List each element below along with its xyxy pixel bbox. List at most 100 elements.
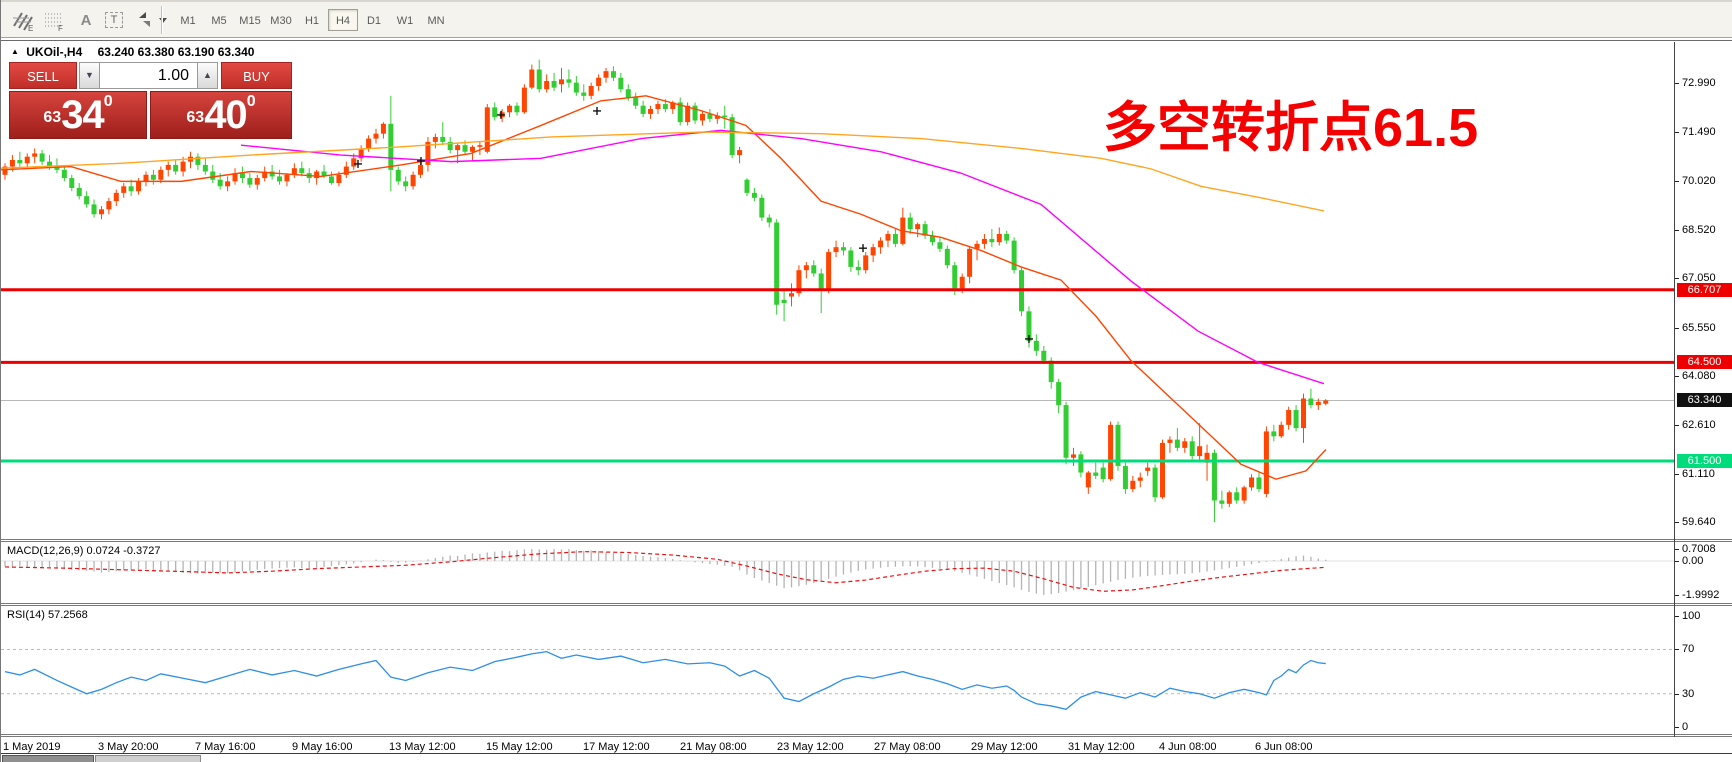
font-icon[interactable]: A xyxy=(73,8,99,32)
chart-window: ▲ UKOil-,H4 63.240 63.380 63.190 63.340 … xyxy=(1,40,1732,762)
panel-separator[interactable] xyxy=(1,539,1732,542)
time-label: 3 May 20:00 xyxy=(98,741,159,753)
time-label: 9 May 16:00 xyxy=(292,741,353,753)
time-label: 13 May 12:00 xyxy=(389,741,456,753)
buy-price-box[interactable]: 63400 xyxy=(150,91,292,139)
rsi-tick xyxy=(1675,616,1679,618)
ohlc-values: 63.240 63.380 63.190 63.340 xyxy=(97,45,255,59)
time-label: 27 May 08:00 xyxy=(874,741,941,753)
font-icon-glyph: A xyxy=(80,11,92,29)
price-tick-label: 71.490 xyxy=(1682,126,1716,139)
macd-tick xyxy=(1675,594,1679,596)
volume-input[interactable] xyxy=(100,62,197,89)
buy-price-prefix: 63 xyxy=(186,109,205,126)
tf-button-H1[interactable]: H1 xyxy=(304,15,320,27)
sell-price-prefix: 63 xyxy=(43,109,62,126)
rsi-tick-label: 30 xyxy=(1682,687,1695,700)
sell-price-box[interactable]: 63340 xyxy=(9,91,147,139)
macd-tick-label: 0.7008 xyxy=(1682,543,1716,556)
macd-panel[interactable] xyxy=(1,542,1674,603)
grid-icon[interactable]: F xyxy=(41,8,67,32)
price-tick-label: 64.080 xyxy=(1682,370,1716,383)
price-tick-label: 67.050 xyxy=(1682,272,1716,285)
toolbar-separator xyxy=(161,6,163,34)
text-label-icon-glyph: T xyxy=(104,12,124,28)
price-tick-label: 72.990 xyxy=(1682,77,1716,89)
price-tick-label: 70.020 xyxy=(1682,174,1716,187)
indicator-candles-icon[interactable]: E xyxy=(9,8,35,32)
price-tag-63.340: 63.340 xyxy=(1677,393,1732,408)
price-tick-label: 59.640 xyxy=(1682,516,1716,529)
main-chart[interactable] xyxy=(1,42,1674,539)
buy-price-sup: 0 xyxy=(246,93,256,110)
price-tag-61.500: 61.500 xyxy=(1677,454,1732,469)
macd-tick xyxy=(1675,561,1679,562)
rsi-tick xyxy=(1675,649,1679,651)
price-tick xyxy=(1675,473,1679,475)
sell-price-big: 34 xyxy=(61,93,104,137)
tf-button-M30[interactable]: M30 xyxy=(270,15,292,27)
bottom-scrollbar[interactable] xyxy=(1,753,1732,762)
tf-button-MN[interactable]: MN xyxy=(427,15,445,27)
rsi-tick xyxy=(1675,693,1679,695)
price-tag-66.707: 66.707 xyxy=(1677,282,1732,297)
panel-separator[interactable] xyxy=(1,734,1732,737)
rsi-label: RSI(14) 57.2568 xyxy=(7,609,88,621)
time-label: 15 May 12:00 xyxy=(486,741,553,753)
tf-button-W1[interactable]: W1 xyxy=(396,15,414,27)
tf-button-H4[interactable]: H4 xyxy=(328,9,358,31)
price-tick-label: 65.550 xyxy=(1682,321,1716,334)
price-tick xyxy=(1675,180,1679,182)
price-tick xyxy=(1675,327,1679,329)
chevron-up-icon: ▲ xyxy=(203,70,212,80)
buy-button[interactable]: BUY xyxy=(221,62,292,89)
time-label: 4 Jun 08:00 xyxy=(1159,741,1217,753)
collapse-triangle-icon[interactable]: ▲ xyxy=(11,47,19,56)
objects-arrows-icon[interactable] xyxy=(135,8,169,32)
macd-tick xyxy=(1675,549,1679,551)
price-tick xyxy=(1675,376,1679,378)
rsi-panel[interactable] xyxy=(1,606,1674,734)
annotation-text[interactable]: 多空转折点61.5 xyxy=(1103,98,1479,158)
svg-text:F: F xyxy=(58,24,63,32)
one-click-trade-panel: SELL ▼ ▲ BUY 63340 63400 xyxy=(9,62,292,139)
scrollbar-thumb-secondary[interactable] xyxy=(95,755,201,762)
time-label: 29 May 12:00 xyxy=(971,741,1038,753)
macd-tick-label: 0.00 xyxy=(1682,555,1704,567)
symbol-period-label: UKOil-,H4 xyxy=(26,45,83,59)
time-label: 6 Jun 08:00 xyxy=(1255,741,1313,753)
text-label-icon[interactable]: T xyxy=(101,8,127,32)
buy-price-big: 40 xyxy=(204,93,247,137)
time-label: 21 May 08:00 xyxy=(680,741,747,753)
chevron-down-icon: ▼ xyxy=(85,70,94,80)
tf-button-M15[interactable]: M15 xyxy=(239,15,261,27)
tf-button-D1[interactable]: D1 xyxy=(366,15,382,27)
price-tag-64.500: 64.500 xyxy=(1677,355,1732,370)
rsi-tick-label: 70 xyxy=(1682,643,1695,656)
volume-decrease-button[interactable]: ▼ xyxy=(79,62,100,89)
rsi-tick-label: 100 xyxy=(1682,610,1701,623)
scrollbar-thumb[interactable] xyxy=(2,755,94,762)
sell-button[interactable]: SELL xyxy=(9,62,77,89)
time-label: 31 May 12:00 xyxy=(1068,741,1135,753)
panel-separator[interactable] xyxy=(1,603,1732,606)
price-tick xyxy=(1675,522,1679,524)
time-label: 7 May 16:00 xyxy=(195,741,256,753)
price-tick xyxy=(1675,278,1679,280)
price-tick-label: 62.610 xyxy=(1682,418,1716,431)
price-tick xyxy=(1675,230,1679,232)
volume-increase-button[interactable]: ▲ xyxy=(197,62,218,89)
time-label: 23 May 12:00 xyxy=(777,741,844,753)
macd-label: MACD(12,26,9) 0.0724 -0.3727 xyxy=(7,545,161,557)
macd-tick-label: -1.9992 xyxy=(1682,588,1720,601)
price-tick xyxy=(1675,132,1679,134)
tf-button-M1[interactable]: M1 xyxy=(180,15,196,27)
price-axis-border xyxy=(1674,42,1675,737)
svg-text:E: E xyxy=(28,24,33,32)
time-label: 1 May 2019 xyxy=(3,741,61,753)
tf-button-M5[interactable]: M5 xyxy=(211,15,227,27)
price-tick-label: 68.520 xyxy=(1682,224,1716,237)
sell-price-sup: 0 xyxy=(103,93,113,110)
price-tick-label: 61.110 xyxy=(1682,467,1715,480)
